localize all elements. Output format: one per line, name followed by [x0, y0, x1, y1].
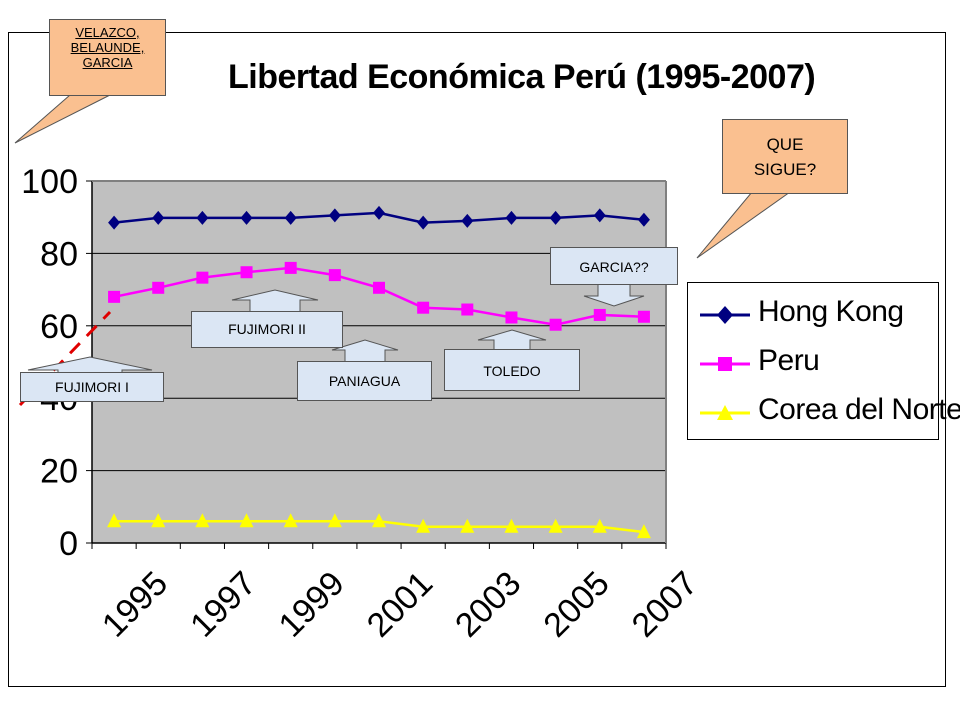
callout-pointer-right [696, 191, 792, 259]
data-point [593, 208, 606, 223]
data-point [152, 210, 165, 225]
data-point [636, 524, 651, 539]
data-point [417, 301, 430, 314]
y-tick-label: 0 [59, 525, 78, 563]
data-point [549, 210, 562, 225]
slide-frame [8, 32, 946, 687]
red-dashed-trend [18, 310, 112, 407]
data-point [461, 213, 474, 228]
arrow-up-toledo [477, 329, 547, 351]
legend-label-corea-del-norte: Corea del Norte [758, 393, 960, 426]
data-point [548, 518, 563, 533]
legend-item-hong-kong: Hong Kong [688, 291, 938, 339]
data-point [240, 210, 253, 225]
arrow-up-paniagua [331, 339, 399, 363]
data-point [505, 210, 518, 225]
label-garcia-text: GARCIA?? [579, 259, 649, 275]
data-point [195, 513, 210, 528]
x-tick-label: 2001 [360, 564, 440, 644]
x-tick-label: 2007 [625, 564, 705, 644]
label-paniagua: PANIAGUA [297, 361, 432, 401]
data-point [328, 208, 341, 223]
data-point [593, 308, 606, 321]
data-point [592, 518, 607, 533]
x-tick-label: 1995 [95, 564, 175, 644]
data-point [240, 266, 253, 279]
data-point [151, 513, 166, 528]
arrow-down-garcia [583, 283, 645, 307]
data-point [637, 310, 650, 323]
callout-que-sigue: QUE SIGUE? [722, 119, 848, 194]
label-paniagua-text: PANIAGUA [328, 373, 401, 389]
label-garcia: GARCIA?? [550, 247, 678, 285]
data-point [108, 290, 121, 303]
callout-top-left-text: VELAZCO, BELAUNDE, GARCIA [70, 25, 145, 70]
y-tick-label: 60 [40, 308, 78, 346]
data-point [504, 518, 519, 533]
legend-item-peru: Peru [688, 340, 938, 388]
data-point [284, 210, 297, 225]
data-point [637, 212, 650, 227]
label-toledo-text: TOLEDO [483, 363, 541, 379]
data-point [283, 513, 298, 528]
data-point [373, 205, 385, 220]
data-point [108, 215, 121, 230]
data-point [460, 518, 475, 533]
x-tick-label: 1997 [183, 564, 263, 644]
data-point [107, 513, 122, 528]
label-toledo: TOLEDO [444, 349, 580, 391]
y-tick-label: 100 [21, 163, 78, 201]
label-fujimori-2-text: FUJIMORI II [228, 321, 306, 337]
arrow-up-fujimori2 [231, 289, 319, 313]
y-tick-label: 80 [40, 235, 78, 273]
callout-velazco-belaunde-garcia: VELAZCO, BELAUNDE, GARCIA [49, 19, 166, 96]
y-tick-label: 20 [40, 453, 78, 491]
chart-title: Libertad Económica Perú (1995-2007) [228, 58, 816, 96]
label-fujimori-1: FUJIMORI I [20, 372, 164, 402]
chart-legend: Hong Kong Peru Corea del Norte [687, 282, 960, 440]
data-point [549, 318, 562, 331]
data-point [152, 281, 165, 294]
label-fujimori-2: FUJIMORI II [191, 311, 343, 348]
data-point [461, 303, 474, 316]
data-point [416, 518, 431, 533]
legend-label-hong-kong: Hong Kong [758, 295, 904, 328]
data-point [196, 210, 209, 225]
data-point [239, 513, 254, 528]
data-point [373, 281, 385, 294]
data-point [417, 215, 430, 230]
data-point [328, 269, 341, 282]
data-point [327, 513, 342, 528]
x-tick-label: 2005 [536, 564, 616, 644]
data-point [284, 261, 297, 274]
arrow-up-fujimori1 [27, 356, 153, 374]
label-fujimori-1-text: FUJIMORI I [55, 379, 129, 395]
callout-top-right-text: QUE SIGUE? [753, 135, 817, 179]
data-point [372, 513, 386, 528]
legend-label-peru: Peru [758, 344, 820, 377]
legend-item-corea-del-norte: Corea del Norte [688, 389, 960, 437]
x-tick-label: 1999 [271, 564, 351, 644]
data-point [505, 311, 518, 324]
callout-pointer-left [14, 94, 111, 144]
data-point [196, 271, 209, 284]
x-tick-label: 2003 [448, 564, 528, 644]
